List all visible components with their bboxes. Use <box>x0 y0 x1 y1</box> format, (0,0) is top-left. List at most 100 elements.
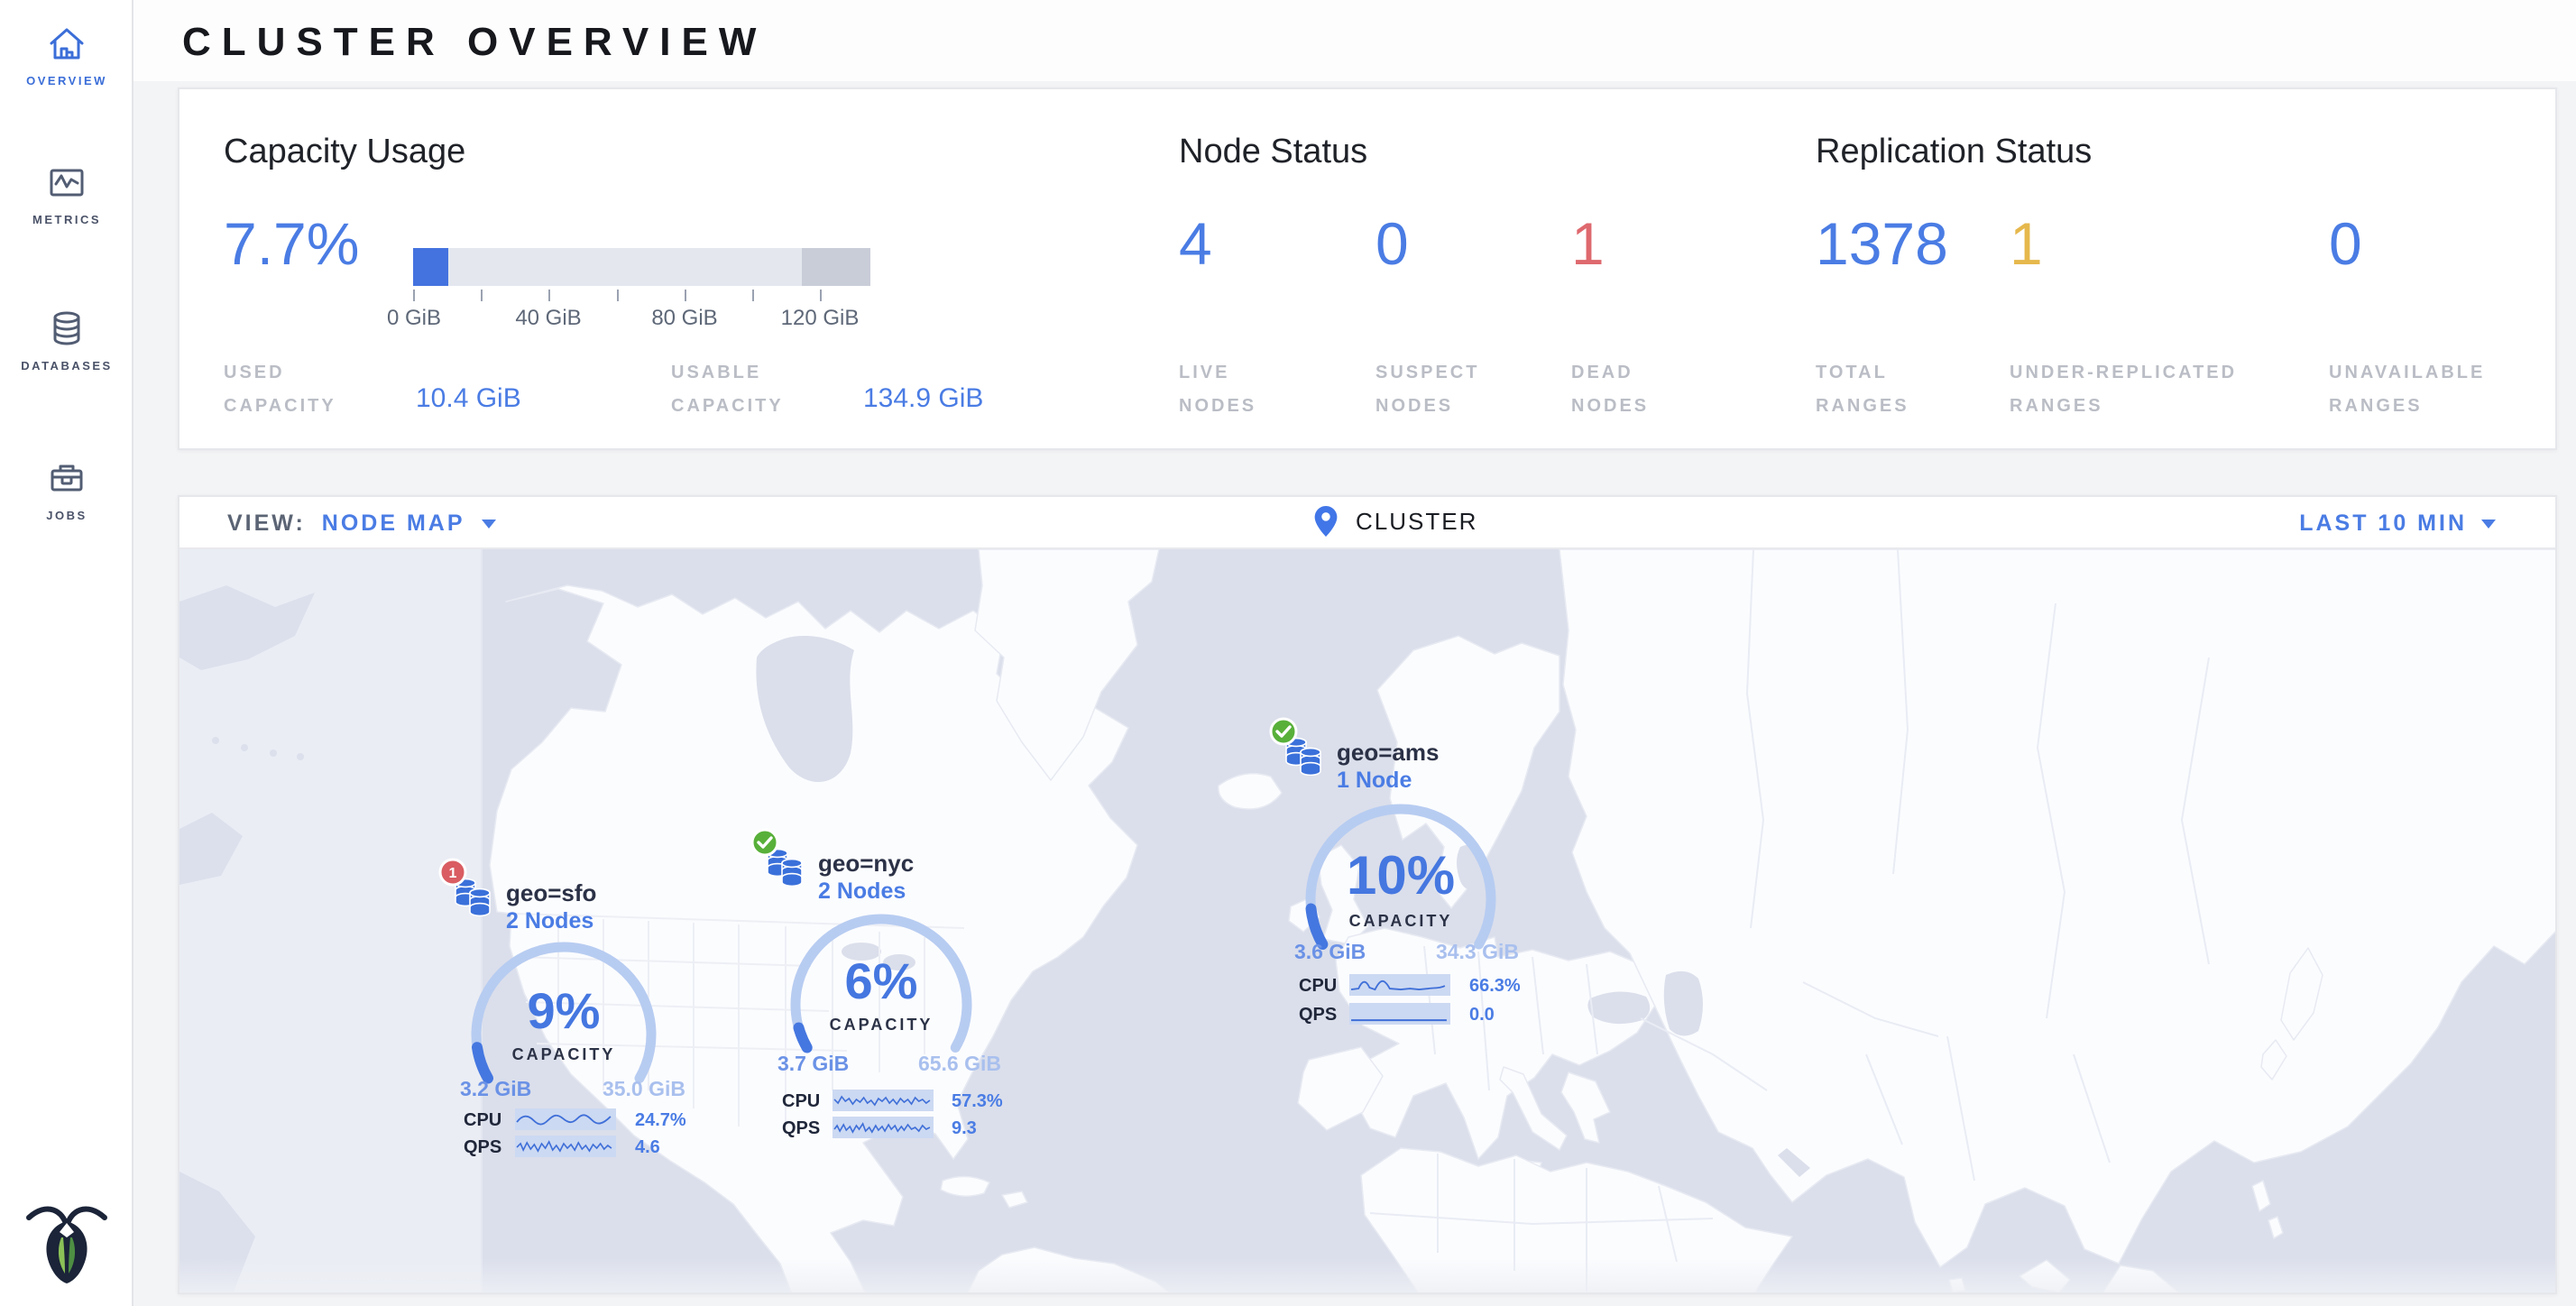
cpu-sparkline <box>833 1090 934 1111</box>
svg-text:6%: 6% <box>845 952 918 1009</box>
briefcase-icon <box>46 458 87 500</box>
node-map-panel: VIEW: NODE MAP CLUSTER LAST 10 MIN <box>178 495 2557 1294</box>
sidebar-item-databases[interactable]: DATABASES <box>0 308 133 372</box>
used-capacity-value: 3.2 GiB <box>460 1077 532 1100</box>
used-capacity-value: 10.4 GiB <box>416 383 521 413</box>
cpu-sparkline <box>515 1108 616 1130</box>
sidebar-item-label: JOBS <box>46 509 87 522</box>
qps-sparkline <box>1349 1003 1450 1025</box>
total-capacity-value: 35.0 GiB <box>602 1077 685 1100</box>
used-capacity-value: 3.6 GiB <box>1294 940 1366 963</box>
cpu-label: CPU <box>464 1110 502 1130</box>
qps-label: QPS <box>1299 1005 1338 1025</box>
cockroachdb-logo-icon <box>23 1196 110 1286</box>
cpu-value: 57.3% <box>952 1091 1003 1111</box>
capacity-bar <box>413 248 870 286</box>
page-title: CLUSTER OVERVIEW <box>182 20 768 64</box>
svg-text:CAPACITY: CAPACITY <box>1349 912 1453 930</box>
world-map-svg <box>179 548 2555 1292</box>
view-selector[interactable]: VIEW: NODE MAP <box>227 510 496 537</box>
locality-marker-nyc[interactable]: geo=nyc 2 Nodes <box>749 826 1037 934</box>
world-map: 1 geo=sfo 2 Nodes 9% CAPACITY 3.2 GiB 35… <box>179 548 2555 1292</box>
time-range-selector[interactable]: LAST 10 MIN <box>2299 510 2496 537</box>
svg-text:1: 1 <box>449 866 457 881</box>
qps-value: 0.0 <box>1469 1005 1495 1025</box>
map-toolbar: VIEW: NODE MAP CLUSTER LAST 10 MIN <box>179 497 2555 549</box>
capacity-gauge-sfo: 9% CAPACITY <box>471 942 657 1084</box>
qps-label: QPS <box>782 1118 821 1138</box>
svg-text:9%: 9% <box>528 982 601 1039</box>
locality-name: geo=ams <box>1337 739 1440 766</box>
database-stack-icon <box>767 848 803 887</box>
gauge-values-sfo: 3.2 GiB 35.0 GiB <box>460 1077 685 1101</box>
svg-text:10%: 10% <box>1347 845 1455 906</box>
total-capacity-value: 34.3 GiB <box>1435 940 1519 963</box>
map-bottom-fade <box>179 1258 2555 1292</box>
map-breadcrumb[interactable]: CLUSTER <box>1314 506 1477 537</box>
dead-node-badge-icon: 1 <box>438 858 467 887</box>
sidebar-item-metrics[interactable]: METRICS <box>0 162 133 226</box>
gauge-values-ams: 3.6 GiB 34.3 GiB <box>1294 940 1519 964</box>
map-pin-icon <box>1314 506 1338 537</box>
qps-label: QPS <box>464 1137 502 1157</box>
axis-tick-label: 0 GiB <box>386 306 442 330</box>
unavailable-ranges-label: UNAVAILABLE RANGES <box>2329 363 2486 416</box>
cpu-sparkline <box>1349 974 1450 996</box>
sidebar-item-jobs[interactable]: JOBS <box>0 458 133 522</box>
time-range-value: LAST 10 MIN <box>2299 510 2467 536</box>
chevron-down-icon <box>2481 519 2496 529</box>
locality-marker-ams[interactable]: geo=ams 1 Node <box>1267 715 1556 823</box>
locality-name: geo=sfo <box>506 879 597 906</box>
usable-capacity-label: USABLE CAPACITY <box>671 363 784 416</box>
chevron-down-icon <box>481 519 496 529</box>
capacity-usage-title: Capacity Usage <box>224 133 466 170</box>
capacity-bar-reserved-segment <box>802 248 870 286</box>
suspect-nodes-count: 0 <box>1375 210 1409 277</box>
replication-status-title: Replication Status <box>1816 133 2093 170</box>
healthy-node-badge-icon <box>750 828 779 857</box>
cpu-label: CPU <box>1299 976 1338 996</box>
locality-node-count: 1 Node <box>1337 768 1412 793</box>
locality-name: geo=nyc <box>818 850 915 877</box>
total-ranges-label: TOTAL RANGES <box>1816 363 1909 416</box>
svg-text:CAPACITY: CAPACITY <box>512 1045 616 1063</box>
axis-tick-label: 40 GiB <box>515 306 582 330</box>
sidebar: OVERVIEW METRICS DATABASES JOBS <box>0 0 133 1306</box>
sidebar-item-label: DATABASES <box>21 359 113 372</box>
qps-sparkline <box>515 1136 616 1157</box>
capacity-percent: 7.7% <box>224 210 360 277</box>
sidebar-item-label: METRICS <box>32 213 101 226</box>
view-value: NODE MAP <box>321 510 465 536</box>
summary-panel: Capacity Usage 7.7% 0 GiB 40 GiB 80 GiB … <box>178 87 2557 450</box>
sidebar-item-overview[interactable]: OVERVIEW <box>0 23 133 87</box>
total-capacity-value: 65.6 GiB <box>917 1052 1001 1075</box>
under-replicated-ranges-count: 1 <box>2010 210 2043 277</box>
axis-tick-label: 80 GiB <box>651 306 718 330</box>
used-capacity-label: USED CAPACITY <box>224 363 336 416</box>
view-label: VIEW: <box>227 510 306 536</box>
unavailable-ranges-count: 0 <box>2329 210 2362 277</box>
locality-node-count: 2 Nodes <box>506 908 594 934</box>
used-capacity-value: 3.7 GiB <box>777 1052 850 1075</box>
live-nodes-label: LIVE NODES <box>1179 363 1257 416</box>
dead-nodes-label: DEAD NODES <box>1571 363 1650 416</box>
database-stack-icon <box>1285 737 1321 776</box>
cpu-value: 66.3% <box>1469 976 1521 996</box>
sidebar-item-label: OVERVIEW <box>26 74 107 87</box>
qps-value: 4.6 <box>635 1137 660 1157</box>
axis-tick-label: 120 GiB <box>780 306 860 330</box>
qps-sparkline <box>833 1117 934 1138</box>
capacity-gauge-nyc: 6% CAPACITY <box>790 914 972 1053</box>
capacity-gauge-ams: 10% CAPACITY <box>1305 804 1496 950</box>
locality-marker-sfo[interactable]: 1 geo=sfo 2 Nodes <box>437 856 725 964</box>
home-icon <box>46 23 87 65</box>
under-replicated-ranges-label: UNDER-REPLICATED RANGES <box>2010 363 2238 416</box>
node-status-title: Node Status <box>1179 133 1368 170</box>
metrics-icon <box>46 162 87 204</box>
cpu-label: CPU <box>782 1091 821 1111</box>
total-ranges-count: 1378 <box>1816 210 1948 277</box>
breadcrumb-label: CLUSTER <box>1356 507 1478 535</box>
healthy-node-badge-icon <box>1269 717 1298 746</box>
qps-value: 9.3 <box>952 1118 977 1138</box>
database-icon <box>46 308 87 350</box>
